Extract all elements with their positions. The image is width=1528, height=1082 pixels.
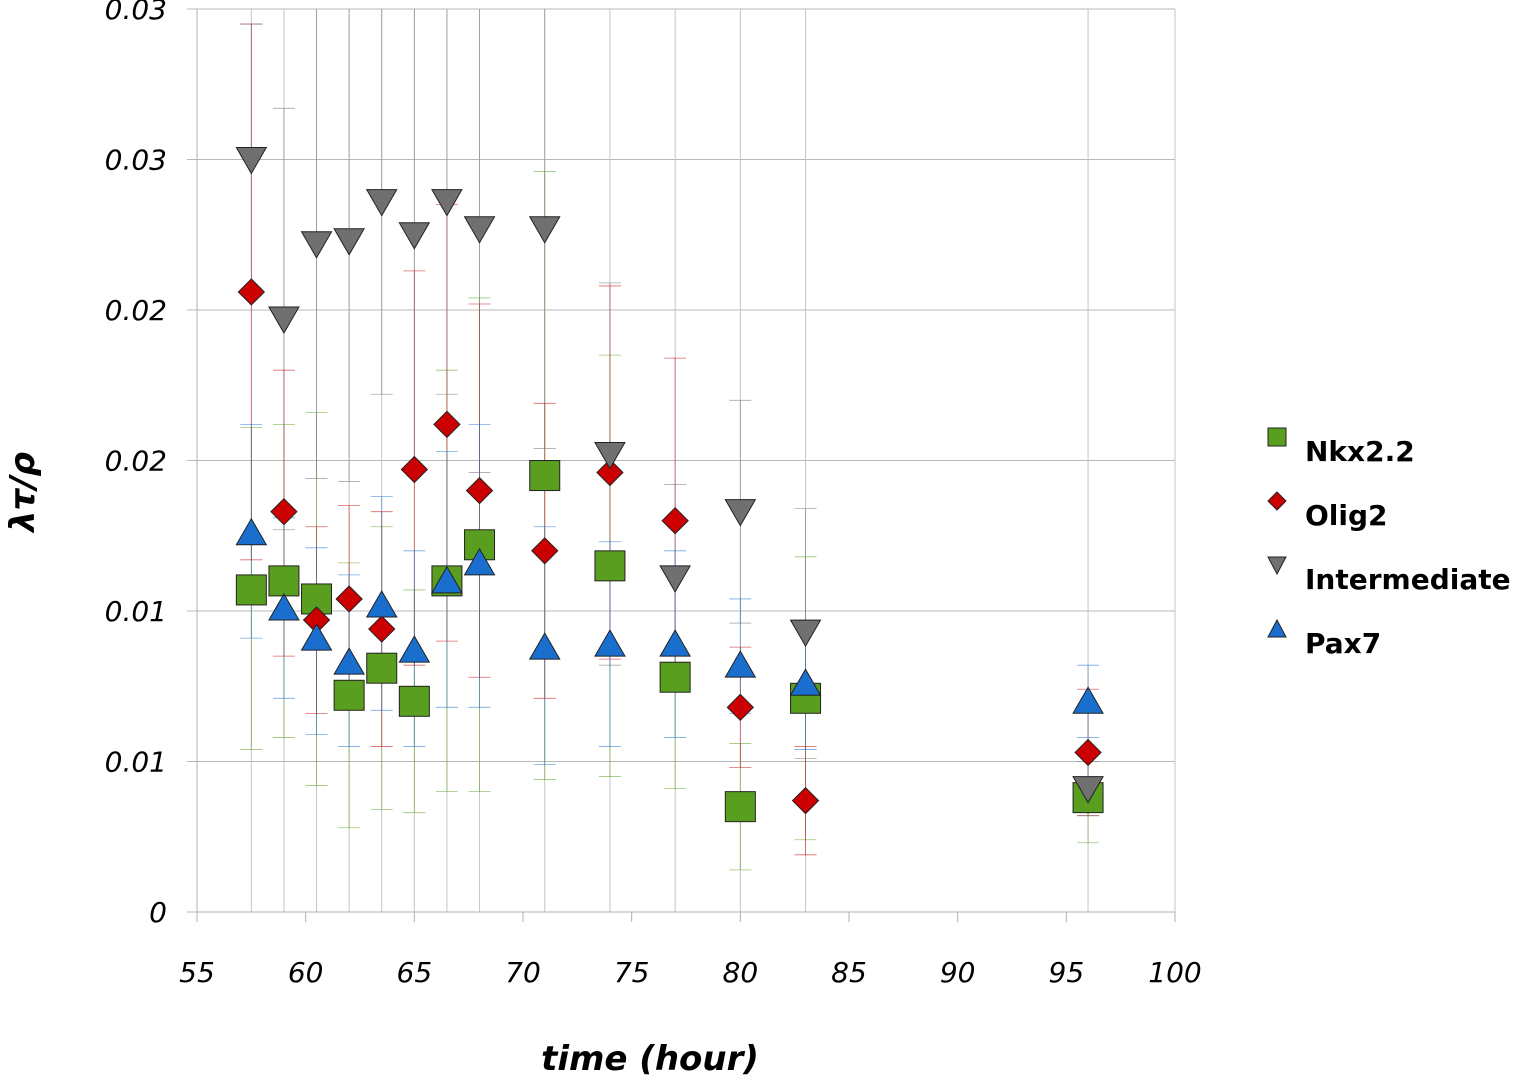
error-bars xyxy=(240,9,1100,871)
point-pax7 xyxy=(1072,686,1104,714)
point-pax7 xyxy=(594,629,626,657)
y-tick-label: 0.03 xyxy=(105,0,167,26)
point-olig2 xyxy=(661,506,689,535)
point-olig2 xyxy=(465,476,494,505)
point-intermediate xyxy=(431,189,463,217)
point-olig2 xyxy=(531,537,559,565)
point-nkx2-2 xyxy=(594,550,626,582)
point-nkx2-2 xyxy=(398,685,430,717)
point-intermediate xyxy=(789,619,822,648)
x-tick-label: 60 xyxy=(288,956,324,989)
point-pax7 xyxy=(431,565,463,594)
point-olig2 xyxy=(400,455,429,484)
point-intermediate xyxy=(398,222,431,250)
point-olig2 xyxy=(368,615,396,643)
x-tick-label: 80 xyxy=(723,956,759,989)
point-olig2 xyxy=(791,786,820,815)
grid xyxy=(197,8,1175,913)
point-nkx2-2 xyxy=(724,791,756,823)
point-intermediate xyxy=(1072,776,1104,804)
legend: Nkx2.2 Olig2 Intermediate Pax7 xyxy=(1267,427,1511,660)
point-pax7 xyxy=(789,668,822,696)
legend-marker-pax7 xyxy=(1267,618,1287,638)
point-pax7 xyxy=(528,632,561,660)
point-olig2 xyxy=(270,497,298,526)
point-pax7 xyxy=(300,623,333,651)
point-intermediate xyxy=(268,306,300,335)
y-tick-label: 0.01 xyxy=(105,746,167,779)
point-pax7 xyxy=(659,629,691,657)
x-tick-label: 85 xyxy=(831,956,867,989)
point-olig2 xyxy=(237,278,266,306)
point-pax7 xyxy=(365,589,398,618)
y-axis: 0 0.01 0.01 0.02 0.02 0.03 0.03 xyxy=(105,0,197,929)
x-tick-label: 75 xyxy=(614,956,650,989)
y-axis-title: λτ/ρ xyxy=(3,452,43,534)
point-olig2 xyxy=(1074,738,1102,767)
point-olig2 xyxy=(433,410,461,439)
point-intermediate xyxy=(333,228,365,256)
point-olig2 xyxy=(726,693,755,722)
x-tick-label: 65 xyxy=(397,956,433,989)
point-intermediate xyxy=(724,499,757,527)
legend-label-intermediate: Intermediate xyxy=(1305,563,1511,596)
legend-marker-intermediate xyxy=(1267,556,1287,576)
x-axis-title: time (hour) xyxy=(541,1039,759,1079)
point-olig2 xyxy=(596,458,624,487)
point-nkx2-2 xyxy=(366,652,398,684)
point-pax7 xyxy=(724,650,757,678)
point-intermediate xyxy=(594,441,626,470)
point-intermediate xyxy=(235,147,268,175)
legend-label-nkx2-2: Nkx2.2 xyxy=(1305,435,1415,468)
legend-label-pax7: Pax7 xyxy=(1305,627,1381,660)
point-intermediate xyxy=(659,565,691,593)
y-tick-label: 0 xyxy=(149,896,167,929)
point-intermediate xyxy=(528,216,561,244)
x-tick-label: 100 xyxy=(1148,956,1201,989)
legend-marker-nkx2-2 xyxy=(1267,427,1287,447)
legend-marker-olig2 xyxy=(1267,491,1287,511)
x-tick-label: 70 xyxy=(505,956,541,989)
y-tick-label: 0.02 xyxy=(105,445,167,478)
y-tick-label: 0.01 xyxy=(105,595,167,628)
point-pax7 xyxy=(235,517,268,546)
point-pax7 xyxy=(268,592,300,621)
point-intermediate xyxy=(300,231,333,259)
point-pax7 xyxy=(398,635,431,663)
point-intermediate xyxy=(365,189,398,217)
point-nkx2-2 xyxy=(659,661,691,693)
point-nkx2-2 xyxy=(333,679,365,711)
x-tick-label: 55 xyxy=(179,956,215,989)
x-axis: 55 60 65 70 75 80 85 90 95 100 xyxy=(179,912,1202,989)
data-markers xyxy=(235,147,1104,823)
y-tick-label: 0.02 xyxy=(105,294,167,327)
point-nkx2-2 xyxy=(235,574,267,606)
point-pax7 xyxy=(333,647,365,675)
point-nkx2-2 xyxy=(268,565,300,597)
legend-label-olig2: Olig2 xyxy=(1305,499,1388,532)
point-intermediate xyxy=(463,216,496,244)
point-olig2 xyxy=(335,585,363,613)
x-tick-label: 95 xyxy=(1049,956,1085,989)
point-pax7 xyxy=(463,547,496,576)
point-nkx2-2 xyxy=(529,460,561,492)
y-tick-label: 0.03 xyxy=(105,144,167,177)
x-tick-label: 90 xyxy=(940,956,976,989)
